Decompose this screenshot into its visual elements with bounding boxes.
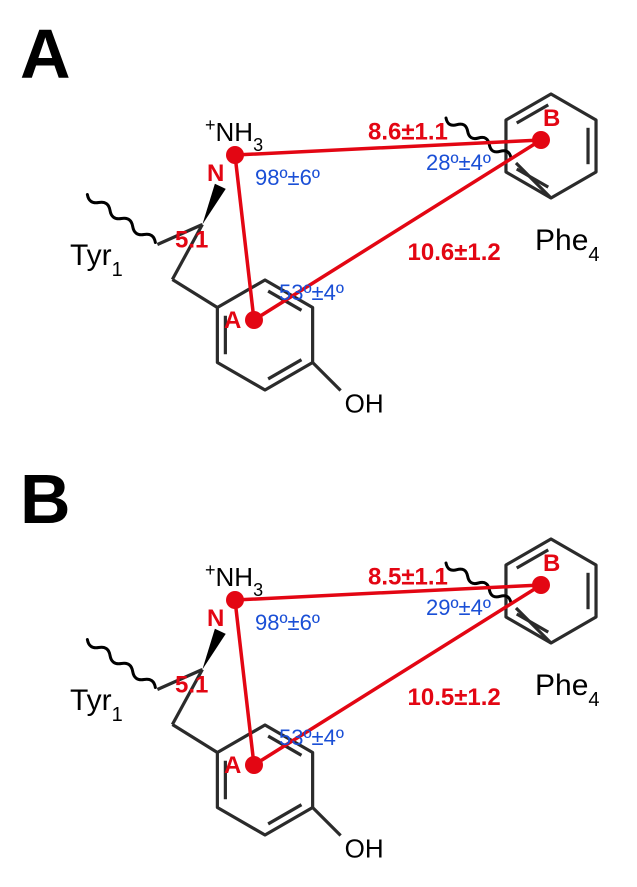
residue-tyr-label: Tyr1 bbox=[70, 684, 123, 726]
panel-label: A bbox=[20, 15, 71, 93]
hydroxyl-label: OH bbox=[345, 389, 384, 419]
point-n-label: N bbox=[207, 160, 224, 187]
point-a-label: A bbox=[224, 752, 241, 779]
hydroxyl-label: OH bbox=[345, 834, 384, 864]
angle-at-n: 98º±6º bbox=[255, 165, 320, 190]
angle-at-b: 29º±4º bbox=[426, 595, 491, 620]
point-b-label: B bbox=[543, 105, 560, 132]
pharmacophore-point bbox=[226, 591, 244, 609]
pharmacophore-point bbox=[226, 146, 244, 164]
pharmacophore-point bbox=[532, 131, 550, 149]
point-n-label: N bbox=[207, 605, 224, 632]
angle-at-a: 53º±4º bbox=[279, 280, 344, 305]
point-a-label: A bbox=[224, 307, 241, 334]
distance-ab: 10.5±1.2 bbox=[408, 684, 501, 711]
distance-ab: 10.6±1.2 bbox=[408, 239, 501, 266]
angle-at-a: 53º±4º bbox=[279, 725, 344, 750]
panel-label: B bbox=[20, 460, 71, 538]
distance-nb: 8.5±1.1 bbox=[368, 564, 448, 591]
distance-na: 5.1 bbox=[175, 227, 208, 254]
pharmacophore-point bbox=[245, 756, 263, 774]
residue-phe-label: Phe4 bbox=[535, 224, 600, 266]
pharmacophore-point bbox=[532, 576, 550, 594]
distance-nb: 8.6±1.1 bbox=[368, 119, 448, 146]
angle-at-n: 98º±6º bbox=[255, 610, 320, 635]
residue-phe-label: Phe4 bbox=[535, 669, 600, 711]
pharmacophore-point bbox=[245, 311, 263, 329]
angle-at-b: 28º±4º bbox=[426, 150, 491, 175]
residue-tyr-label: Tyr1 bbox=[70, 239, 123, 281]
distance-na: 5.1 bbox=[175, 672, 208, 699]
point-b-label: B bbox=[543, 550, 560, 577]
molecular-diagram: AOH+NH3NAB8.6±1.15.110.6±1.298º±6º53º±4º… bbox=[0, 0, 637, 887]
